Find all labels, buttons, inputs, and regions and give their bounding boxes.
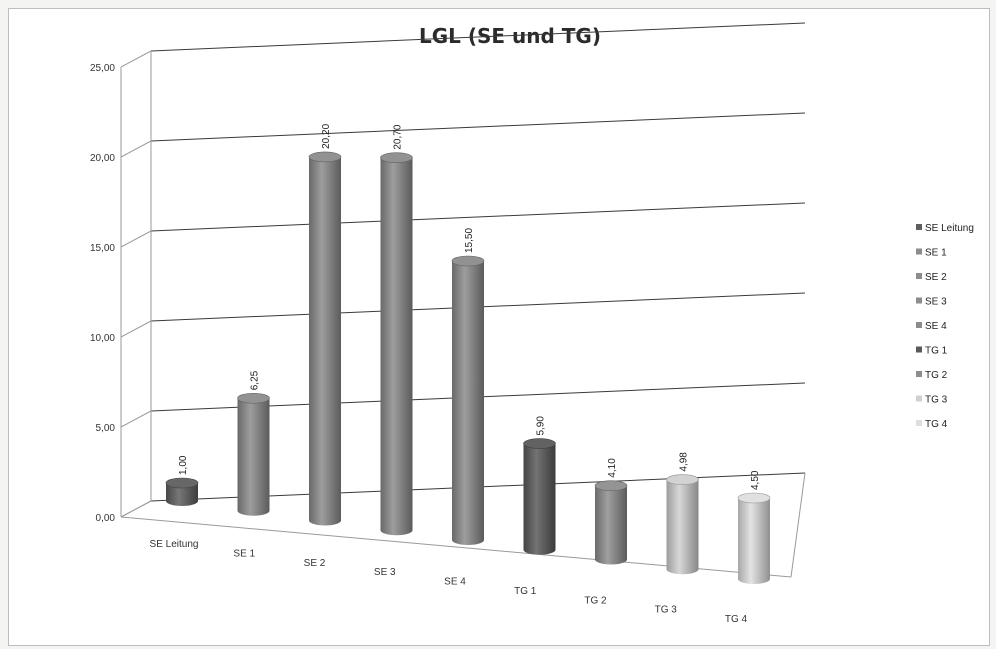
axis-line bbox=[790, 472, 806, 578]
x-tick-label: TG 3 bbox=[655, 605, 678, 616]
bar: 15,50 bbox=[451, 228, 485, 545]
bar-top bbox=[380, 152, 413, 163]
bar-top bbox=[451, 255, 485, 267]
bar-body bbox=[237, 398, 270, 516]
y-tick-label: 25,00 bbox=[90, 63, 115, 74]
legend-label: TG 2 bbox=[925, 370, 948, 381]
bar-top bbox=[666, 474, 699, 485]
data-label: 6,25 bbox=[250, 370, 261, 390]
x-tick-label: SE 4 bbox=[444, 577, 466, 588]
y-tick-label: 20,00 bbox=[90, 153, 115, 164]
bar: 20,20 bbox=[308, 123, 342, 526]
gridline-side bbox=[120, 230, 152, 248]
x-tick-label: SE 2 bbox=[304, 558, 326, 569]
bar-top bbox=[737, 492, 771, 504]
bar: 6,25 bbox=[237, 370, 270, 516]
legend: SE Leitung SE 1 SE 2 SE 3 SE 4 TG 1 TG 2 TG 3 TG… bbox=[916, 223, 974, 430]
legend-label: SE 4 bbox=[925, 321, 947, 332]
gridline bbox=[150, 112, 806, 142]
legend-swatch bbox=[916, 395, 922, 402]
legend-swatch bbox=[916, 346, 922, 353]
legend-label: TG 3 bbox=[925, 395, 948, 406]
legend-swatch bbox=[916, 420, 922, 426]
x-tick-label: TG 1 bbox=[514, 586, 537, 597]
x-tick-label: TG 2 bbox=[584, 595, 607, 606]
legend-label: TG 1 bbox=[925, 346, 948, 357]
gridline-side bbox=[120, 140, 152, 158]
x-tick-label: SE 3 bbox=[374, 567, 396, 578]
x-tick-label: TG 4 bbox=[725, 614, 748, 625]
bar-body bbox=[166, 483, 198, 506]
data-label: 4,98 bbox=[679, 452, 690, 472]
bar: 5,90 bbox=[523, 416, 556, 555]
bar-body bbox=[523, 443, 556, 555]
bar-body bbox=[666, 479, 699, 575]
bar-body bbox=[309, 156, 341, 526]
legend-swatch bbox=[916, 297, 922, 304]
bar: 4,10 bbox=[594, 458, 628, 565]
bar: 20,70 bbox=[380, 124, 413, 536]
data-label: 15,50 bbox=[464, 228, 475, 253]
bars: 1,00 6,25 20,20 20,70 15,50 5,90 4,10 4,98 4,50 bbox=[165, 123, 771, 584]
data-label: 4,10 bbox=[607, 458, 618, 478]
data-label: 4,50 bbox=[750, 470, 761, 490]
y-tick-label: 5,00 bbox=[96, 423, 116, 434]
bar-top bbox=[237, 392, 270, 404]
x-tick-label: SE 1 bbox=[233, 548, 255, 559]
bar-top bbox=[594, 480, 628, 492]
bar-body bbox=[738, 498, 770, 584]
gridline-side bbox=[120, 320, 152, 338]
axis-line bbox=[120, 500, 152, 518]
bar-top bbox=[165, 477, 199, 489]
gridline bbox=[150, 202, 806, 232]
chart-frame: LGL (SE und TG) 0,005,0010,0015,0020,002… bbox=[8, 8, 990, 646]
gridline bbox=[150, 22, 806, 52]
y-tick-label: 10,00 bbox=[90, 333, 115, 344]
x-axis-ticks: SE Leitung SE 1 SE 2 SE 3 SE 4 TG 1 TG 2 TG 3 TG… bbox=[150, 539, 748, 625]
legend-swatch bbox=[916, 248, 922, 255]
legend-swatch bbox=[916, 322, 922, 328]
bar-body bbox=[452, 261, 484, 545]
legend-label: SE 1 bbox=[925, 248, 947, 259]
gridline-side bbox=[120, 410, 152, 428]
bar-top bbox=[523, 438, 556, 449]
y-tick-label: 0,00 bbox=[96, 513, 116, 524]
bar-body bbox=[595, 485, 627, 565]
y-tick-label: 15,00 bbox=[90, 243, 115, 254]
legend-label: SE Leitung bbox=[925, 223, 974, 234]
y-axis-ticks: 0,00 5,00 10,00 15,00 20,00 25,00 bbox=[90, 63, 115, 524]
legend-label: TG 4 bbox=[925, 419, 948, 430]
data-label: 20,20 bbox=[321, 123, 332, 148]
data-label: 20,70 bbox=[393, 124, 404, 149]
gridline-side bbox=[120, 50, 152, 68]
legend-swatch bbox=[916, 224, 922, 230]
bar-top bbox=[308, 151, 342, 163]
data-label: 1,00 bbox=[178, 455, 189, 475]
bar: 1,00 bbox=[165, 455, 199, 506]
legend-swatch bbox=[916, 273, 922, 279]
legend-label: SE 2 bbox=[925, 272, 947, 283]
data-label: 5,90 bbox=[536, 416, 547, 436]
legend-label: SE 3 bbox=[925, 297, 947, 308]
bar: 4,50 bbox=[737, 470, 771, 584]
bar-body bbox=[380, 157, 413, 536]
bar: 4,98 bbox=[666, 452, 699, 575]
x-tick-label: SE Leitung bbox=[150, 539, 199, 550]
legend-swatch bbox=[916, 371, 922, 377]
chart: LGL (SE und TG) 0,005,0010,0015,0020,002… bbox=[90, 22, 974, 625]
